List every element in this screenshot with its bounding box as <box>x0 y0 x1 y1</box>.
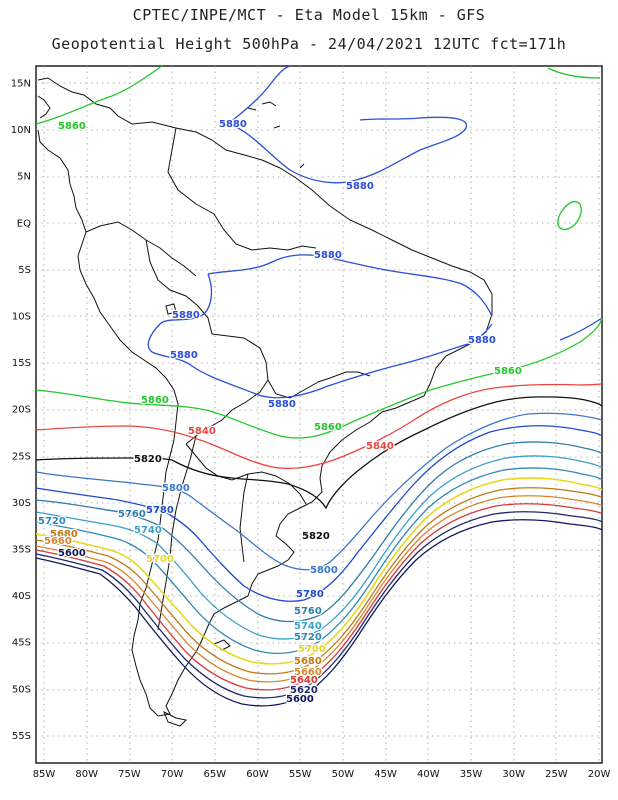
contour-label: 5820 <box>134 454 162 465</box>
contour-label: 5880 <box>268 399 296 410</box>
lon-tick-label: 75W <box>118 769 141 780</box>
contour-label: 5760 <box>294 606 322 617</box>
contour-label: 5880 <box>346 181 374 192</box>
contour-label: 5620 <box>290 685 318 696</box>
contour-5880-east <box>559 317 603 341</box>
contour-5880-central <box>147 254 493 399</box>
contour-5640 <box>35 503 603 691</box>
lon-tick-label: 70W <box>161 769 184 780</box>
lon-tick-label: 55W <box>289 769 312 780</box>
contour-5860-island <box>557 200 582 231</box>
lon-tick-label: 50W <box>332 769 355 780</box>
map-subtitle: Geopotential Height 500hPa - 24/04/2021 … <box>51 35 567 53</box>
contour-label: 5700 <box>146 554 174 565</box>
contour-5660 <box>35 495 603 683</box>
longitude-labels: 85W 80W 75W 70W 65W 60W 55W 50W 45W 40W 35W 30W 25W 2… <box>33 769 611 780</box>
contour-label: 5860 <box>58 121 86 132</box>
contour-label: 5780 <box>146 505 174 516</box>
contour-label: 5880 <box>314 250 342 261</box>
lat-tick-label: 20S <box>12 405 31 416</box>
lat-lon-grid <box>36 66 602 763</box>
contour-label: 5600 <box>58 548 86 559</box>
contour-label: 5840 <box>188 426 216 437</box>
contour-label: 5740 <box>134 525 162 536</box>
lat-tick-label: 55S <box>12 731 31 742</box>
contour-label: 5700 <box>298 644 326 655</box>
contour-5860-ne-edge <box>547 67 601 79</box>
contour-5800 <box>35 412 603 571</box>
contour-label: 5860 <box>141 395 169 406</box>
lat-tick-label: 40S <box>12 591 31 602</box>
lat-tick-label: 25S <box>12 451 31 462</box>
lon-tick-label: 60W <box>246 769 269 780</box>
contour-5860-main <box>35 317 603 439</box>
lon-tick-label: 45W <box>374 769 397 780</box>
contour-label: 5880 <box>170 350 198 361</box>
lon-tick-label: 85W <box>33 769 56 780</box>
lat-tick-label: 45S <box>12 638 31 649</box>
contour-label: 5720 <box>294 632 322 643</box>
contour-label: 5740 <box>294 621 322 632</box>
contour-label: 5760 <box>118 509 146 520</box>
lat-tick-label: 35S <box>12 545 31 556</box>
map-title: CPTEC/INPE/MCT - Eta Model 15km - GFS <box>132 6 486 24</box>
contour-5780 <box>35 425 603 602</box>
lat-tick-label: 10N <box>11 125 31 136</box>
lon-tick-label: 40W <box>417 769 440 780</box>
contour-5860-north <box>35 65 163 125</box>
tierra-del-fuego <box>163 710 188 727</box>
lat-tick-label: 50S <box>12 684 31 695</box>
contour-5880-north <box>227 65 468 184</box>
south-america-outline <box>37 77 493 717</box>
contour-5840 <box>35 383 603 469</box>
lat-tick-label: 15N <box>11 79 31 90</box>
lon-tick-label: 35W <box>460 769 483 780</box>
contour-label: 5880 <box>172 310 200 321</box>
lake-titicaca <box>165 303 177 315</box>
contour-label: 5880 <box>468 335 496 346</box>
central-america <box>37 95 51 119</box>
lat-tick-label: 5S <box>18 265 31 276</box>
contour-label: 5820 <box>302 531 330 542</box>
contour-5680 <box>35 487 603 675</box>
contour-label: 5660 <box>294 667 322 678</box>
coastline <box>37 77 493 727</box>
contour-labels: 5860 5880 5880 5880 5880 5880 5880 5880 … <box>37 118 523 707</box>
caribbean-islands <box>247 101 305 169</box>
lat-tick-label: 15S <box>12 358 31 369</box>
lon-tick-label: 30W <box>502 769 525 780</box>
lon-tick-label: 80W <box>75 769 98 780</box>
contour-label: 5660 <box>44 536 72 547</box>
contour-label: 5800 <box>310 565 338 576</box>
lon-tick-label: 65W <box>203 769 226 780</box>
contour-label: 5780 <box>296 589 324 600</box>
contour-label: 5640 <box>290 675 318 686</box>
lat-tick-label: 30S <box>12 498 31 509</box>
contour-label: 5880 <box>219 119 247 130</box>
contour-5600 <box>35 519 603 707</box>
contour-label: 5600 <box>286 694 314 705</box>
contour-label: 5680 <box>294 656 322 667</box>
contour-5820 <box>35 396 603 510</box>
lon-tick-label: 25W <box>545 769 568 780</box>
height-contours <box>35 65 603 707</box>
lat-tick-label: EQ <box>17 218 31 229</box>
contour-label: 5680 <box>50 529 78 540</box>
contour-5760 <box>35 441 603 623</box>
contour-label: 5800 <box>162 483 190 494</box>
contour-5620 <box>35 511 603 699</box>
latitude-labels: 15N 10N 5N EQ 5S 10S 15S 20S 25S 30S 35S 40S 45S 50S 5… <box>11 79 31 742</box>
contour-label: 5860 <box>314 422 342 433</box>
contour-label: 5860 <box>494 366 522 377</box>
country-borders <box>85 127 371 631</box>
contour-5720 <box>35 467 603 654</box>
contour-label: 5720 <box>38 516 66 527</box>
lon-tick-label: 20W <box>588 769 611 780</box>
lat-tick-label: 10S <box>12 312 31 323</box>
contour-5700 <box>35 477 603 665</box>
contour-5740 <box>35 455 603 640</box>
contour-label: 5840 <box>366 441 394 452</box>
lat-tick-label: 5N <box>17 172 31 183</box>
